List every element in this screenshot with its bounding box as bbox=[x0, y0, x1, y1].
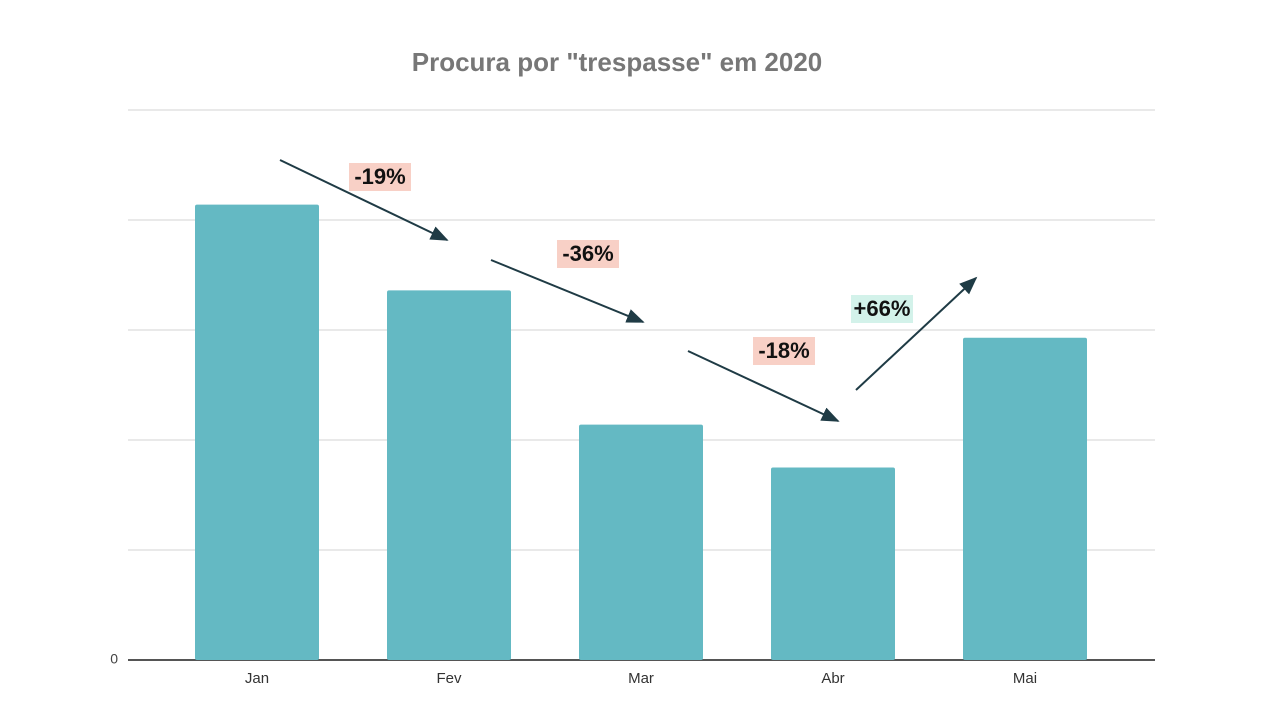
annotation-background bbox=[851, 295, 913, 323]
x-tick-label: Abr bbox=[821, 670, 844, 687]
annotation-label: -18% bbox=[758, 338, 809, 363]
annotation-label: -19% bbox=[354, 164, 405, 189]
bar bbox=[963, 337, 1087, 660]
annotation-label: +66% bbox=[854, 296, 911, 321]
annotation-arrow bbox=[687, 350, 840, 422]
bar bbox=[579, 424, 703, 660]
bar bbox=[387, 290, 511, 660]
bar bbox=[771, 467, 895, 660]
annotation-background bbox=[557, 240, 619, 268]
chart-title: Procura por "trespasse" em 2020 bbox=[412, 47, 823, 77]
x-tick-label: Fev bbox=[436, 670, 462, 687]
annotation-label: -36% bbox=[562, 241, 613, 266]
bar bbox=[195, 204, 319, 660]
x-tick-label: Mai bbox=[1013, 670, 1037, 687]
annotation-arrow bbox=[490, 259, 645, 323]
annotation-background bbox=[753, 337, 815, 365]
x-tick-label: Mar bbox=[628, 670, 654, 687]
annotation-arrow bbox=[279, 159, 449, 241]
annotation-background bbox=[349, 163, 411, 191]
annotation-arrow bbox=[855, 276, 978, 391]
y-tick-label: 0 bbox=[110, 651, 118, 667]
x-tick-label: Jan bbox=[245, 670, 269, 687]
